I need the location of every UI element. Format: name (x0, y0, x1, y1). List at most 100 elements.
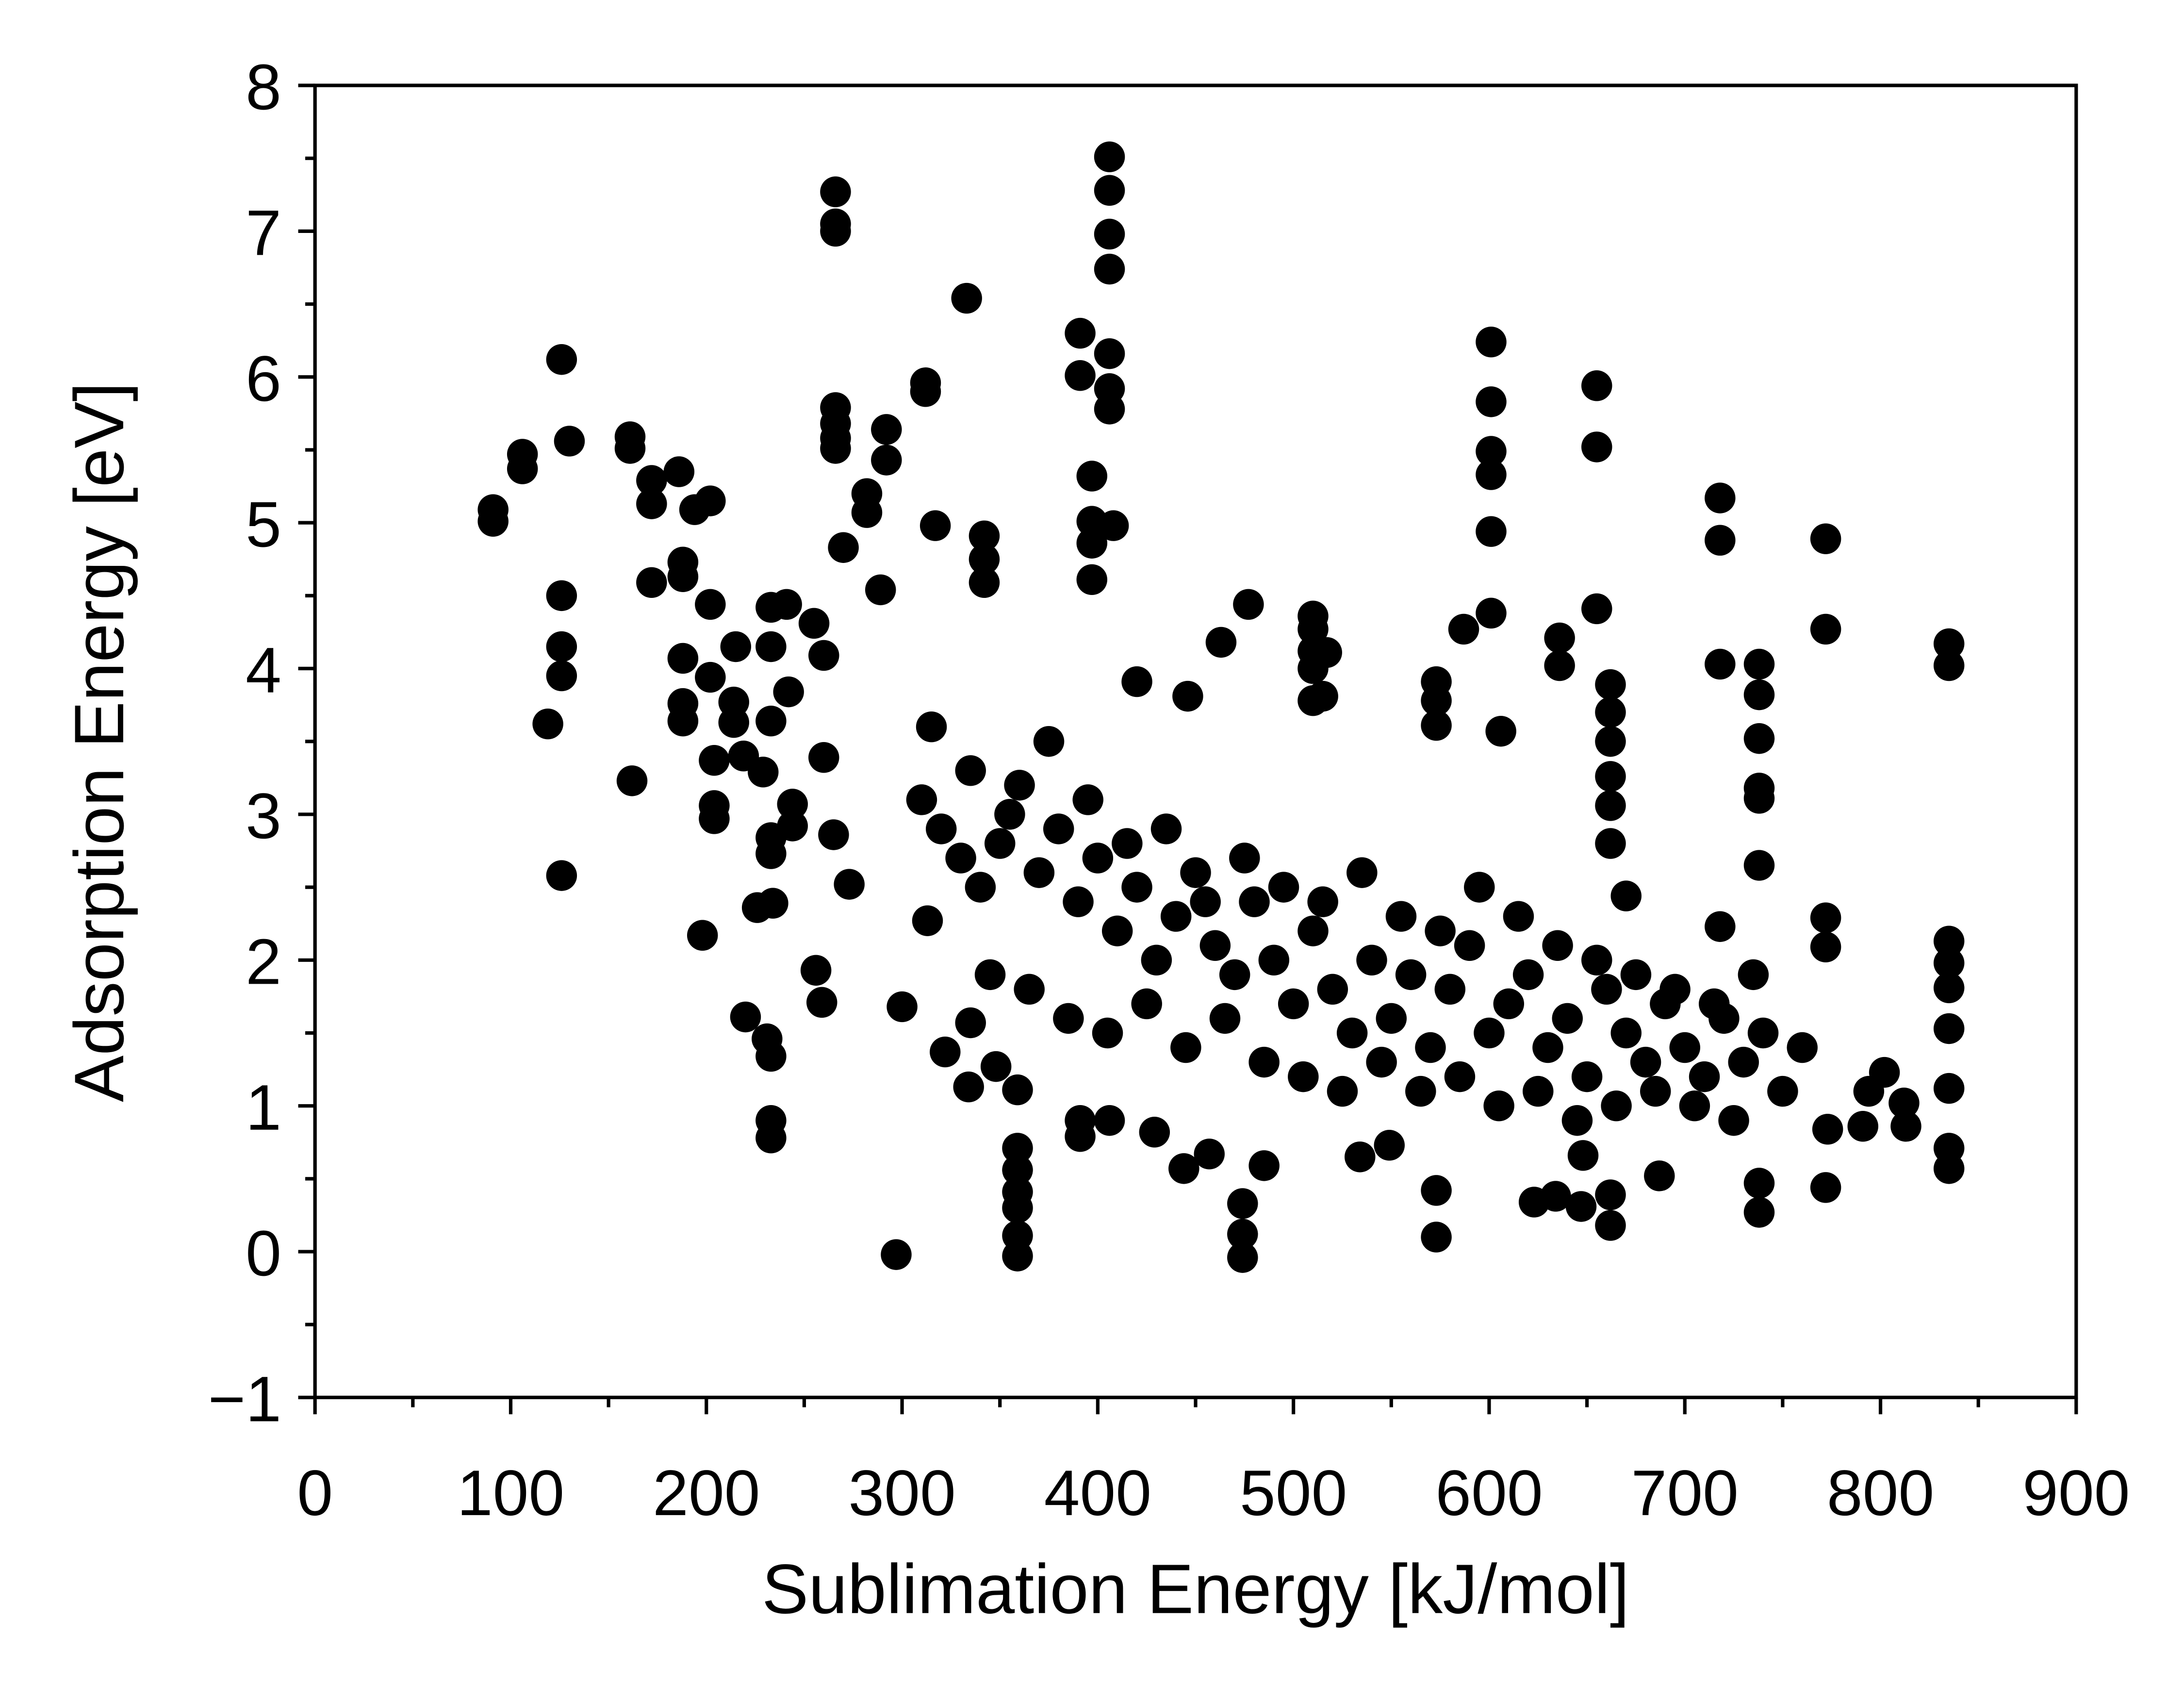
point (1219, 959, 1250, 991)
point (777, 810, 808, 842)
point (1640, 1075, 1671, 1107)
point (1601, 1090, 1632, 1122)
point (1317, 974, 1348, 1005)
point (1595, 726, 1626, 757)
point (532, 708, 563, 740)
point (1094, 175, 1125, 206)
point (1131, 988, 1162, 1020)
point (1101, 915, 1133, 946)
point (1743, 679, 1775, 711)
point (1345, 1141, 1376, 1173)
point (747, 757, 779, 788)
point (771, 589, 802, 620)
point (616, 765, 648, 796)
point (871, 445, 902, 476)
point (1591, 974, 1622, 1005)
point (1743, 1197, 1775, 1228)
point (1810, 931, 1841, 963)
point (755, 838, 787, 869)
x-tick-label: 600 (1435, 1457, 1543, 1529)
x-tick-label: 500 (1240, 1457, 1347, 1529)
point (969, 544, 1000, 575)
point (820, 433, 851, 464)
point (1002, 1192, 1033, 1223)
point (1810, 1172, 1841, 1203)
point (1172, 680, 1203, 712)
point (1705, 911, 1736, 942)
point (1705, 482, 1736, 513)
point (1644, 1160, 1675, 1191)
point (667, 643, 699, 674)
point (1421, 710, 1452, 741)
x-axis-label: Sublimation Energy [kJ/mol] (762, 1550, 1629, 1628)
point (1014, 974, 1045, 1005)
point (1853, 1075, 1885, 1107)
point (755, 1123, 787, 1154)
point (1933, 1013, 1965, 1044)
point (1023, 857, 1055, 888)
point (1297, 915, 1329, 946)
point (1933, 925, 1965, 957)
point (546, 860, 577, 891)
point (1065, 1121, 1096, 1152)
point (1121, 666, 1152, 697)
point (1705, 648, 1736, 680)
point (1094, 394, 1125, 425)
point (614, 433, 646, 464)
y-tick-label: 3 (246, 780, 281, 852)
point (1395, 959, 1427, 991)
point (925, 813, 957, 844)
point (1239, 886, 1270, 917)
point (1595, 790, 1626, 821)
x-tick-label: 900 (2022, 1457, 2130, 1529)
point (1004, 770, 1035, 801)
point (1421, 685, 1452, 716)
point (1933, 628, 1965, 660)
point (1581, 593, 1612, 625)
point (667, 561, 699, 593)
point (1689, 1061, 1720, 1092)
point (1581, 944, 1612, 976)
point (1076, 564, 1108, 595)
point (920, 510, 951, 541)
point (1307, 886, 1338, 917)
point (1227, 1242, 1258, 1273)
point (1205, 627, 1237, 658)
point (1698, 988, 1730, 1020)
point (1229, 843, 1260, 874)
point (1336, 1017, 1368, 1049)
point (1454, 930, 1485, 961)
point (1094, 218, 1125, 250)
point (1540, 1181, 1571, 1212)
point (955, 1007, 986, 1039)
point (1233, 589, 1264, 620)
point (965, 872, 996, 903)
point (1933, 972, 1965, 1004)
y-tick-label: 6 (246, 343, 281, 415)
point (1094, 1105, 1125, 1136)
point (1094, 141, 1125, 172)
point (546, 631, 577, 662)
point (1199, 930, 1231, 961)
point (1141, 944, 1172, 976)
point (1847, 1111, 1878, 1142)
point (1288, 1061, 1319, 1092)
point (800, 955, 832, 986)
point (1595, 828, 1626, 859)
point (1512, 959, 1544, 991)
point (1476, 459, 1507, 490)
point (1076, 528, 1108, 559)
point (910, 376, 941, 407)
point (554, 426, 585, 457)
point (1810, 613, 1841, 645)
point (1595, 1210, 1626, 1241)
point (1571, 1061, 1603, 1092)
point (1532, 1032, 1563, 1063)
point (730, 1001, 761, 1033)
y-tick-label: 2 (246, 926, 281, 998)
point (945, 843, 976, 874)
point (887, 991, 918, 1023)
y-tick-label: 4 (246, 635, 281, 707)
point (1743, 648, 1775, 680)
